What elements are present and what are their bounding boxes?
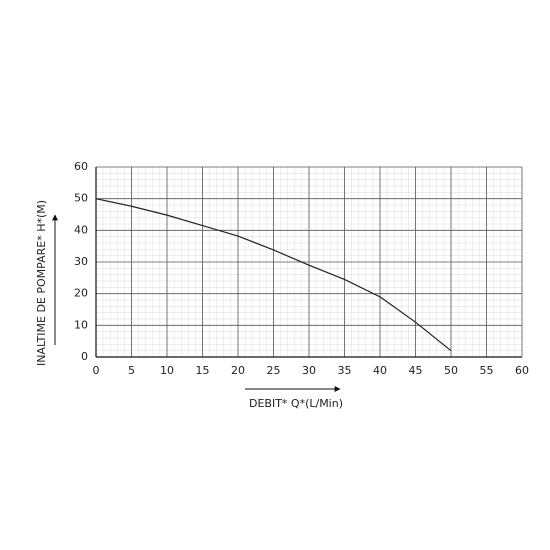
- x-tick-label: 0: [93, 364, 100, 377]
- x-tick-label: 55: [480, 364, 494, 377]
- x-tick-label: 40: [373, 364, 387, 377]
- x-tick-label: 30: [302, 364, 316, 377]
- y-tick-label: 30: [74, 255, 88, 268]
- x-tick-label: 60: [515, 364, 529, 377]
- x-tick-label: 5: [128, 364, 135, 377]
- x-tick-label: 25: [267, 364, 281, 377]
- x-tick-label: 20: [231, 364, 245, 377]
- y-tick-label: 20: [74, 287, 88, 300]
- x-tick-label: 15: [196, 364, 210, 377]
- x-axis-label: DEBIT* Q*(L/Min): [249, 397, 343, 410]
- x-tick-label: 10: [160, 364, 174, 377]
- x-tick-label: 50: [444, 364, 458, 377]
- y-tick-label: 50: [74, 192, 88, 205]
- y-axis-label: INALTIME DE POMPARE* H*(M): [35, 200, 48, 366]
- y-tick-label: 60: [74, 160, 88, 173]
- y-tick-label: 10: [74, 318, 88, 331]
- y-tick-label: 40: [74, 223, 88, 236]
- x-tick-label: 35: [338, 364, 352, 377]
- curve: [95, 198, 452, 352]
- x-tick-label: 45: [409, 364, 423, 377]
- y-tick-label: 0: [81, 350, 88, 363]
